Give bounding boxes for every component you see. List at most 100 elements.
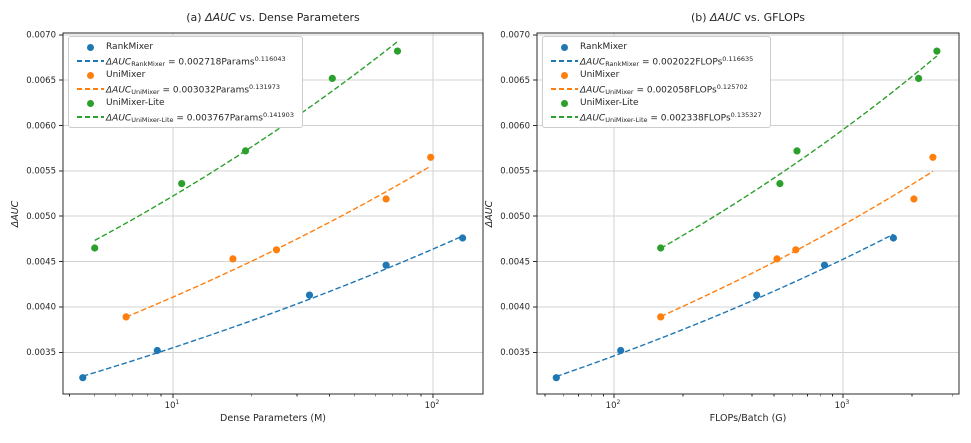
legend-fit-row: ΔAUCUniMixer = 0.002058FLOPs0.125702 xyxy=(548,82,762,96)
y-tick-label: 0.0045 xyxy=(26,257,56,267)
data-point-UniMixer xyxy=(382,195,390,203)
legend-dashed-line-marker xyxy=(548,116,580,118)
fit-line-UniMixer-Lite xyxy=(94,41,398,242)
data-point-RankMixer xyxy=(889,234,898,242)
y-tick-label: 0.0055 xyxy=(26,167,56,177)
y-tick-label: 0.0060 xyxy=(26,121,56,131)
panel-b-title: (b) ΔAUC vs. GFLOPs xyxy=(690,11,805,24)
data-point-RankMixer xyxy=(382,261,390,269)
legend-dot-marker xyxy=(74,71,106,79)
fit-line-UniMixer xyxy=(660,170,934,318)
data-point-UniMixer xyxy=(773,255,781,263)
legend-dashed-line-marker xyxy=(74,60,106,62)
legend-fit-equation: ΔAUCUniMixer-Lite = 0.002338FLOPs0.13532… xyxy=(580,110,762,124)
legend-series-marker-row: UniMixer xyxy=(548,68,762,82)
legend-fit-equation: ΔAUCRankMixer = 0.002718Params0.116043 xyxy=(106,54,286,68)
y-tick-label: 0.0065 xyxy=(26,76,56,86)
panel-a-title: (a) ΔAUC vs. Dense Parameters xyxy=(186,11,360,24)
data-point-RankMixer xyxy=(459,234,467,242)
legend-series-marker-row: RankMixer xyxy=(548,40,762,54)
legend-series-name: UniMixer-Lite xyxy=(106,98,165,108)
panel-a-x-axis-label: Dense Parameters (M) xyxy=(220,413,326,424)
legend-series-marker-row: UniMixer-Lite xyxy=(74,96,294,110)
legend-dot-marker xyxy=(548,99,580,107)
data-point-UniMixer-Lite xyxy=(328,74,336,82)
panel-b-y-axis-label: ΔAUC xyxy=(484,200,495,228)
legend-dashed-line-marker xyxy=(74,88,106,90)
fit-line-RankMixer xyxy=(556,233,894,378)
x-tick-label: 102 xyxy=(606,399,621,411)
data-point-RankMixer xyxy=(552,374,560,382)
data-point-RankMixer xyxy=(79,374,87,382)
data-point-UniMixer xyxy=(427,153,435,161)
plot-border xyxy=(536,32,960,395)
y-tick-label: 0.0070 xyxy=(500,31,530,41)
data-point-UniMixer-Lite xyxy=(241,147,250,155)
legend-series-name: RankMixer xyxy=(580,42,628,52)
fit-line-UniMixer xyxy=(125,165,432,318)
legend-series-name: UniMixer xyxy=(580,70,620,80)
y-tick-label: 0.0050 xyxy=(26,212,56,222)
y-tick-label: 0.0060 xyxy=(500,121,530,131)
y-tick-label: 0.0065 xyxy=(500,76,530,86)
data-point-UniMixer-Lite xyxy=(393,47,402,55)
data-point-RankMixer xyxy=(153,346,161,355)
legend-dot-marker xyxy=(74,43,106,51)
data-point-RankMixer xyxy=(820,261,829,269)
x-tick-label: 101 xyxy=(165,399,180,411)
legend-series-name: UniMixer-Lite xyxy=(580,98,639,108)
legend-fit-equation: ΔAUCUniMixer = 0.003032Params0.131973 xyxy=(106,82,281,96)
y-tick-label: 0.0040 xyxy=(500,303,530,313)
legend-series-name: UniMixer xyxy=(106,70,146,80)
legend-dashed-line-marker xyxy=(74,116,106,118)
legend-fit-row: ΔAUCUniMixer = 0.003032Params0.131973 xyxy=(74,82,294,96)
legend-fit-equation: ΔAUCUniMixer = 0.002058FLOPs0.125702 xyxy=(580,82,748,96)
x-tick-label: 103 xyxy=(835,399,850,411)
legend-dashed-line-marker xyxy=(548,88,580,90)
data-point-RankMixer xyxy=(753,291,761,299)
y-tick-label: 0.0045 xyxy=(500,257,530,267)
data-point-RankMixer xyxy=(617,346,625,355)
data-point-UniMixer-Lite xyxy=(657,244,665,252)
legend-dot-marker xyxy=(548,71,580,79)
data-point-UniMixer-Lite xyxy=(933,47,941,55)
legend-fit-row: ΔAUCRankMixer = 0.002022FLOPs0.116635 xyxy=(548,54,762,68)
legend-series-marker-row: UniMixer-Lite xyxy=(548,96,762,110)
legend-fit-equation: ΔAUCUniMixer-Lite = 0.003767Params0.1419… xyxy=(106,110,294,124)
legend-fit-row: ΔAUCUniMixer-Lite = 0.002338FLOPs0.13532… xyxy=(548,110,762,124)
panel-a-legend: RankMixer ΔAUCRankMixer = 0.002718Params0… xyxy=(68,36,303,128)
fit-line-UniMixer-Lite xyxy=(660,55,938,249)
legend-dot-marker xyxy=(74,99,106,107)
x-tick-label: 102 xyxy=(425,399,440,411)
fit-line-RankMixer xyxy=(82,235,463,377)
y-tick-label: 0.0055 xyxy=(500,167,530,177)
data-point-UniMixer-Lite xyxy=(776,180,784,188)
legend-fit-equation: ΔAUCRankMixer = 0.002022FLOPs0.116635 xyxy=(580,54,754,68)
panel-b-x-axis-label: FLOPs/Batch (G) xyxy=(709,413,787,424)
data-point-UniMixer-Lite xyxy=(91,244,99,252)
legend-dot-marker xyxy=(548,43,580,51)
data-point-RankMixer xyxy=(305,291,314,299)
legend-series-marker-row: UniMixer xyxy=(74,68,294,82)
legend-dashed-line-marker xyxy=(548,60,580,62)
legend-fit-row: ΔAUCUniMixer-Lite = 0.003767Params0.1419… xyxy=(74,110,294,124)
panel-b-legend: RankMixer ΔAUCRankMixer = 0.002022FLOPs0.… xyxy=(542,36,771,128)
y-tick-label: 0.0040 xyxy=(26,303,56,313)
data-point-UniMixer-Lite xyxy=(793,147,801,155)
data-point-UniMixer-Lite xyxy=(915,74,923,82)
panel-a-y-axis-label: ΔAUC xyxy=(10,200,21,228)
data-point-UniMixer-Lite xyxy=(178,180,186,188)
legend-fit-row: ΔAUCRankMixer = 0.002718Params0.116043 xyxy=(74,54,294,68)
data-point-UniMixer xyxy=(272,246,281,254)
y-tick-label: 0.0035 xyxy=(26,348,56,358)
data-point-UniMixer xyxy=(910,195,918,203)
y-tick-label: 0.0070 xyxy=(26,31,56,41)
data-point-UniMixer xyxy=(657,313,665,321)
data-point-UniMixer xyxy=(229,255,237,263)
y-tick-label: 0.0050 xyxy=(500,212,530,222)
legend-series-name: RankMixer xyxy=(106,42,154,52)
plot-border xyxy=(62,32,484,395)
data-point-UniMixer xyxy=(792,246,800,254)
data-point-UniMixer xyxy=(122,313,130,321)
